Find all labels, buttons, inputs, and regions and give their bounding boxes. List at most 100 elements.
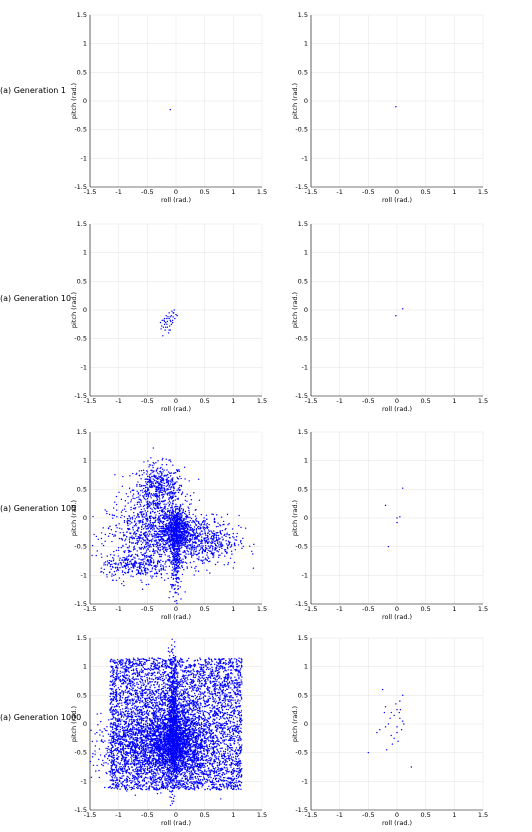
data-point <box>127 502 128 503</box>
data-point <box>144 547 145 548</box>
data-point <box>144 552 145 553</box>
data-point <box>142 589 143 590</box>
data-point <box>161 480 162 481</box>
data-point <box>157 545 158 546</box>
data-point <box>198 521 199 522</box>
data-point <box>163 669 164 670</box>
data-points <box>395 106 396 107</box>
data-point <box>134 525 135 526</box>
data-point <box>174 601 175 602</box>
data-point <box>178 527 179 528</box>
data-point <box>207 556 208 557</box>
data-point <box>199 544 200 545</box>
data-point <box>157 502 158 503</box>
data-point <box>213 763 214 764</box>
data-point <box>160 564 161 565</box>
data-point <box>236 780 237 781</box>
data-point <box>172 510 173 511</box>
data-point <box>223 777 224 778</box>
data-point <box>161 554 162 555</box>
data-point <box>134 729 135 730</box>
data-point <box>152 696 153 697</box>
data-point <box>159 484 160 485</box>
data-point <box>142 474 143 475</box>
data-point <box>213 552 214 553</box>
data-point <box>186 516 187 517</box>
data-point <box>194 545 195 546</box>
data-point <box>396 522 397 523</box>
data-point <box>218 768 219 769</box>
data-point <box>167 479 168 480</box>
data-point <box>161 521 162 522</box>
data-point <box>164 535 165 536</box>
data-point <box>204 766 205 767</box>
data-point <box>198 479 199 480</box>
data-point <box>160 537 161 538</box>
data-point <box>226 758 227 759</box>
data-point <box>189 504 190 505</box>
data-point <box>118 693 119 694</box>
data-point <box>162 489 163 490</box>
data-point <box>158 542 159 543</box>
data-point <box>153 484 154 485</box>
data-point <box>234 542 235 543</box>
data-point <box>204 527 205 528</box>
data-point <box>155 779 156 780</box>
data-point <box>215 767 216 768</box>
data-point <box>176 469 177 470</box>
data-point <box>188 691 189 692</box>
data-point <box>124 665 125 666</box>
data-point <box>191 553 192 554</box>
data-point <box>166 459 167 460</box>
data-point <box>179 513 180 514</box>
data-point <box>139 484 140 485</box>
data-point <box>175 578 176 579</box>
data-point <box>118 687 119 688</box>
y-tick-label: 0.5 <box>298 68 308 76</box>
data-point <box>176 550 177 551</box>
data-point <box>145 499 146 500</box>
data-point <box>212 542 213 543</box>
data-point <box>168 531 169 532</box>
data-point <box>211 545 212 546</box>
data-point <box>164 506 165 507</box>
data-point <box>118 731 119 732</box>
data-point <box>211 514 212 515</box>
data-point <box>214 543 215 544</box>
data-point <box>136 574 137 575</box>
data-point <box>112 514 113 515</box>
y-tick-label: -1 <box>302 154 308 162</box>
data-point <box>173 312 174 313</box>
data-point <box>124 520 125 521</box>
data-point <box>92 516 93 517</box>
data-point <box>132 576 133 577</box>
data-point <box>190 503 191 504</box>
data-point <box>132 473 133 474</box>
data-point <box>151 482 152 483</box>
data-point <box>227 548 228 549</box>
data-point <box>223 535 224 536</box>
data-point <box>203 517 204 518</box>
data-point <box>146 496 147 497</box>
data-point <box>149 485 150 486</box>
data-point <box>145 563 146 564</box>
data-point <box>133 565 134 566</box>
y-tick-label: -1.5 <box>74 806 87 814</box>
data-point <box>124 557 125 558</box>
data-point <box>172 570 173 571</box>
data-point <box>156 546 157 547</box>
data-point <box>156 470 157 471</box>
data-point <box>139 665 140 666</box>
data-point <box>175 567 176 568</box>
data-point <box>118 550 119 551</box>
data-point <box>147 695 148 696</box>
data-point <box>168 497 169 498</box>
data-point <box>144 555 145 556</box>
data-point <box>134 548 135 549</box>
y-tick-label: 1.5 <box>77 428 87 436</box>
data-point <box>222 530 223 531</box>
data-point <box>148 565 149 566</box>
data-point <box>208 669 209 670</box>
data-point <box>216 514 217 515</box>
data-point <box>181 559 182 560</box>
